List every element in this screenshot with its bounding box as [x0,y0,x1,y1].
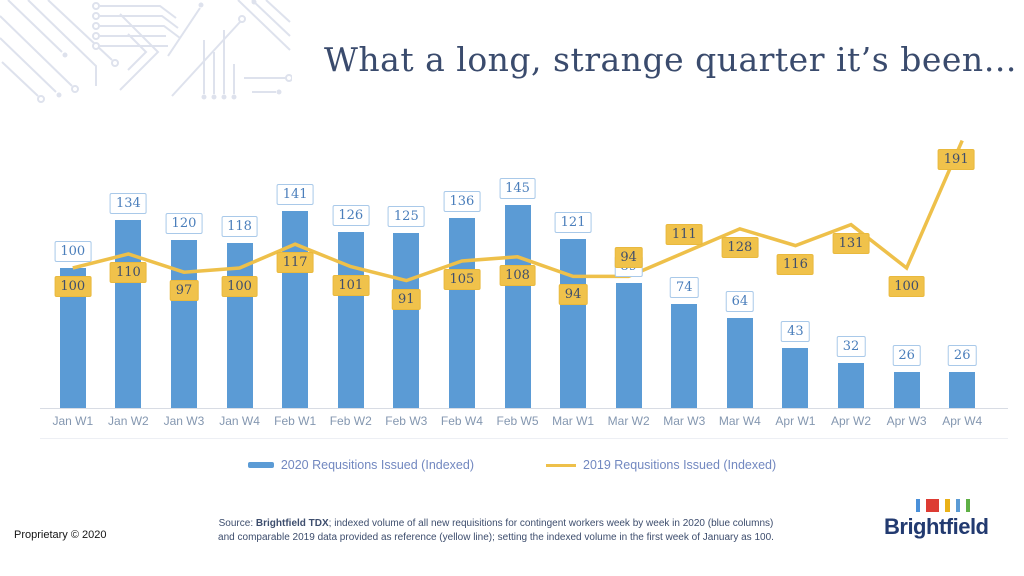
line-series-swatch [546,463,576,467]
bar-value-label: 26 [892,344,921,366]
bar-value-label: 145 [499,178,536,199]
bar-value-label: 125 [387,206,425,227]
line-value-label: 101 [332,274,370,296]
bar-mar-w2 [615,283,642,408]
logo-wordmark: Brightfield [884,514,989,539]
logo-mark-2 [945,499,950,512]
bar-jan-w2 [115,220,142,408]
line-value-label: 100 [888,276,926,297]
x-axis-tick-label: Mar W3 [663,414,706,428]
axis-bottom-line [40,438,1008,439]
bar-apr-w2 [838,363,865,408]
x-axis-tick-label: Apr W1 [775,414,816,428]
legend-label-2020: 2020 Requsitions Issued (Indexed) [280,458,474,472]
legend-item-2020-bars: 2020 Requsitions Issued (Indexed) [247,458,474,472]
bar-value-label: 74 [669,277,699,299]
bar-mar-w4 [726,318,753,408]
line-value-label: 131 [832,232,870,254]
bar-mar-w1 [560,238,587,408]
proprietary-note: Proprietary © 2020 [14,529,107,541]
bar-feb-w4 [448,217,475,408]
legend-item-2019-line: 2019 Requsitions Issued (Indexed) [546,458,776,472]
line-value-label: 94 [558,284,588,306]
logo-mark-0 [916,499,920,512]
bar-feb-w1 [282,210,309,408]
source-line-2: and comparable 2019 data provided as ref… [218,532,774,543]
bar-value-label: 26 [947,344,977,366]
x-axis-tick-label: Feb W5 [496,414,539,428]
bar-apr-w4 [949,371,976,408]
line-value-label: 108 [499,264,536,286]
bar-value-label: 32 [836,336,866,358]
bar-apr-w3 [893,371,920,408]
bar-value-label: 118 [221,215,258,237]
x-axis-tick-label: Mar W1 [552,414,595,428]
bar-apr-w1 [782,347,809,408]
bar-value-label: 43 [781,320,810,342]
logo-mark-1 [926,499,939,512]
bar-value-label: 64 [725,291,755,313]
slide-title: What a long, strange quarter it’s been… [324,40,1018,79]
bar-value-label: 134 [109,193,147,215]
line-value-label: 116 [777,253,814,275]
line-value-label: 105 [443,269,481,290]
x-axis-tick-label: Jan W4 [219,414,260,428]
x-axis-tick-label: Apr W3 [886,414,927,428]
chart-legend: 2020 Requsitions Issued (Indexed) 2019 R… [0,458,1024,472]
logo-marks [916,498,990,512]
x-axis-tick-label: Jan W1 [52,414,94,428]
x-axis-tick-label: Feb W1 [274,414,317,428]
line-value-label: 100 [54,276,92,297]
line-value-label: 100 [221,276,258,297]
bar-value-label: 120 [165,213,203,234]
bar-feb-w3 [393,233,420,408]
source-brand: Brightfield TDX [255,518,329,529]
legend-label-2019: 2019 Requsitions Issued (Indexed) [583,458,777,472]
x-axis-line [40,408,1008,409]
bar-series-swatch [247,462,274,468]
source-line-1: Source: Brightfield TDX; indexed volume … [218,518,774,529]
x-axis-tick-label: Apr W2 [831,414,872,428]
x-axis-tick-label: Mar W4 [718,414,761,428]
logo-mark-4 [966,499,970,512]
bar-value-label: 136 [443,190,481,212]
x-axis-tick-label: Feb W4 [440,414,483,428]
bar-mar-w3 [671,304,698,408]
x-axis-tick-label: Apr W4 [942,414,983,428]
circuit-pattern-decoration [0,0,292,103]
line-value-label: 97 [169,280,199,302]
line-value-label: 191 [937,148,975,170]
line-value-label: 117 [276,252,314,274]
x-axis-tick-label: Feb W3 [385,414,428,428]
line-value-label: 111 [665,223,703,245]
line-value-label: 110 [109,262,147,283]
line-value-label: 128 [721,236,759,258]
x-axis-tick-label: Feb W2 [329,414,372,428]
x-axis-tick-label: Jan W2 [108,414,149,428]
x-axis-tick-label: Mar W2 [607,414,650,428]
bar-jan-w3 [170,240,197,408]
bar-jan-w4 [226,242,253,408]
line-value-label: 91 [392,288,421,310]
bar-value-label: 100 [54,241,92,262]
line-value-label: 94 [614,247,643,269]
source-note: Source: Brightfield TDX; indexed volume … [216,517,776,545]
bar-value-label: 121 [554,211,592,233]
x-axis-tick-label: Jan W3 [163,414,205,428]
bar-value-label: 141 [276,183,314,205]
bar-value-label: 126 [332,204,370,226]
brightfield-logo: Brightfield [884,498,990,540]
bar-feb-w2 [337,231,364,408]
logo-mark-3 [956,499,960,512]
bar-feb-w5 [504,205,531,408]
